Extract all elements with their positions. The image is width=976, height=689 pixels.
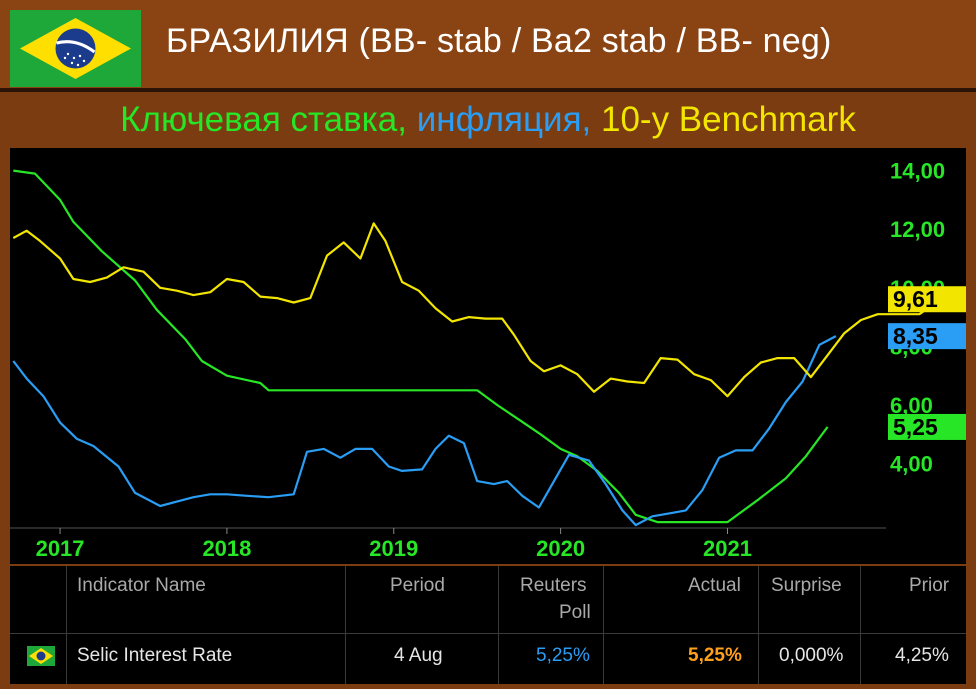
- x-tick-label: 2020: [536, 536, 585, 561]
- x-tick-label: 2021: [703, 536, 752, 561]
- last-value-label-inflation: 8,35: [893, 323, 938, 349]
- y-tick-label: 14,00: [890, 159, 945, 184]
- subtitle-inflation: инфляция,: [416, 100, 592, 139]
- chart-subtitle: Ключевая ставка, инфляция, 10-y Benchmar…: [0, 100, 976, 140]
- x-tick-label: 2018: [202, 536, 251, 561]
- series-line-rate: [13, 169, 829, 524]
- row-prior: 4,25%: [895, 645, 949, 666]
- x-tick-label: 2019: [369, 536, 418, 561]
- y-tick-label: 6,00: [890, 393, 933, 418]
- header-reuters-poll-line1[interactable]: Reuters: [520, 575, 587, 596]
- row-actual: 5,25%: [688, 645, 742, 666]
- x-tick-label: 2017: [36, 536, 85, 561]
- header-surprise[interactable]: Surprise: [771, 575, 842, 596]
- table-col-divider: [758, 566, 759, 684]
- brazil-flag-icon: [10, 10, 141, 87]
- last-value-box-rate: [888, 413, 966, 440]
- subtitle-benchmark: 10-y Benchmark: [601, 100, 856, 139]
- last-value-box-benchmark: [888, 286, 966, 313]
- row-reuters-poll: 5,25%: [536, 645, 590, 666]
- table-col-divider: [860, 566, 861, 684]
- table-col-divider: [345, 566, 346, 684]
- header-bar: БРАЗИЛИЯ (BB- stab / Ba2 stab / BB- neg): [0, 0, 976, 88]
- header-reuters-poll-line2[interactable]: Poll: [559, 602, 591, 623]
- table-col-divider: [603, 566, 604, 684]
- table-col-divider: [66, 566, 67, 684]
- table-col-divider: [498, 566, 499, 684]
- page-title: БРАЗИЛИЯ (BB- stab / Ba2 stab / BB- neg): [166, 22, 832, 60]
- row-flag-icon: [27, 646, 55, 666]
- header-period[interactable]: Period: [390, 575, 445, 596]
- row-indicator-name[interactable]: Selic Interest Rate: [77, 645, 233, 666]
- row-period: 4 Aug: [394, 645, 443, 666]
- chart-canvas: 201720182019202020214,006,008,0010,0012,…: [10, 159, 966, 561]
- header-indicator-name[interactable]: Indicator Name: [77, 575, 206, 596]
- last-value-box-inflation: [888, 323, 966, 350]
- table-row-divider: [10, 633, 966, 634]
- row-surprise: 0,000%: [779, 645, 844, 666]
- header-actual[interactable]: Actual: [688, 575, 741, 596]
- line-chart: 201720182019202020214,006,008,0010,0012,…: [10, 148, 966, 564]
- subtitle-rate: Ключевая ставка,: [120, 100, 407, 139]
- y-tick-label: 4,00: [890, 452, 933, 477]
- y-tick-label: 12,00: [890, 217, 945, 242]
- last-value-label-benchmark: 9,61: [893, 286, 938, 312]
- last-value-label-rate: 5,25: [893, 414, 938, 440]
- series-line-inflation: [12, 335, 837, 527]
- indicator-table: [10, 566, 966, 684]
- header-prior[interactable]: Prior: [909, 575, 950, 596]
- series-line-benchmark: [12, 222, 942, 398]
- header-divider: [0, 88, 976, 92]
